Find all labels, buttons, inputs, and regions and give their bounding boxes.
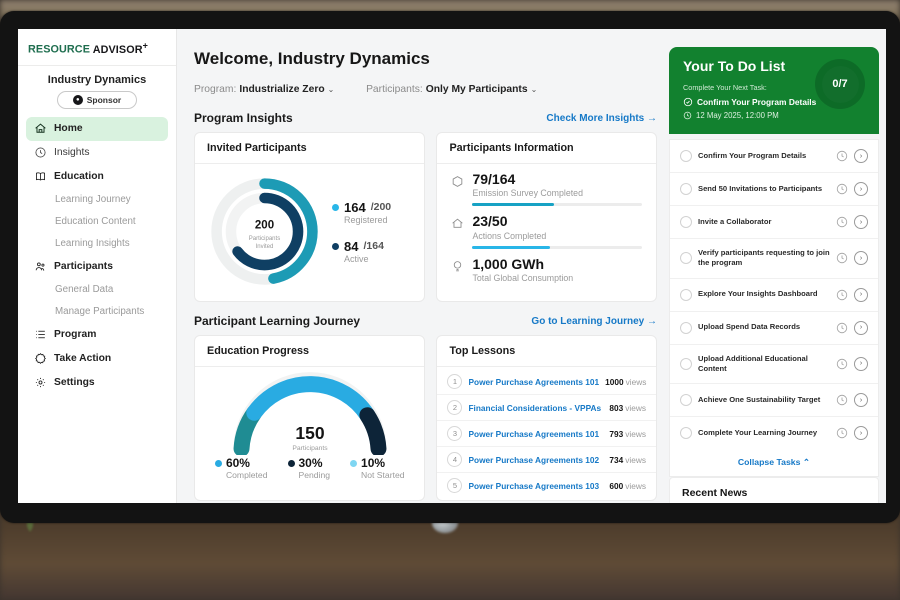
svg-text:Participants: Participants bbox=[292, 445, 328, 452]
svg-text:Participants: Participants bbox=[249, 236, 280, 242]
svg-text:Invited: Invited bbox=[256, 244, 274, 250]
svg-text:200: 200 bbox=[255, 220, 274, 232]
svg-text:150: 150 bbox=[295, 423, 324, 443]
